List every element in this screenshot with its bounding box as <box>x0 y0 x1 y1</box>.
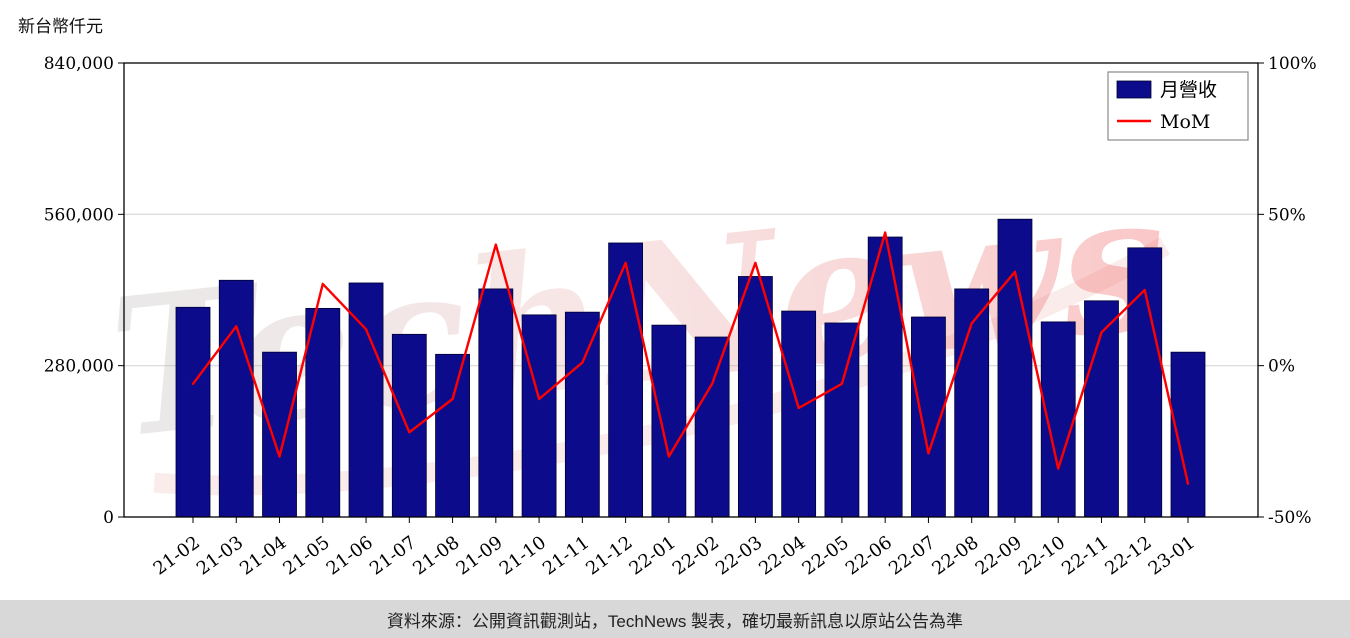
bar-22-09 <box>997 218 1033 518</box>
x-tick-label-21-04: 21-04 <box>236 532 290 579</box>
x-tick-label-22-09: 22-09 <box>972 532 1026 579</box>
left-tick-label: 840,000 <box>44 54 114 74</box>
x-tick-label-22-12: 22-12 <box>1101 532 1155 579</box>
legend-label-revenue: 月營收 <box>1160 79 1217 101</box>
bar-21-08 <box>435 353 470 518</box>
bar-21-02 <box>175 306 211 518</box>
x-tick-label-21-06: 21-06 <box>323 532 377 579</box>
x-tick-label-21-08: 21-08 <box>409 532 463 579</box>
revenue-mom-chart: TechNews0280,000560,000840,000-50%0%50%1… <box>44 54 1317 580</box>
x-tick-label-22-07: 22-07 <box>885 532 939 579</box>
legend: 月營收 MoM <box>1107 71 1249 141</box>
right-tick-label: -50% <box>1268 508 1312 528</box>
bar-21-06 <box>348 282 384 518</box>
left-tick-label: 560,000 <box>44 205 114 225</box>
x-tick-label-22-04: 22-04 <box>755 532 809 579</box>
x-tick-label-21-03: 21-03 <box>193 532 247 579</box>
bar-21-09 <box>478 288 514 518</box>
bar-21-07 <box>391 333 427 518</box>
bar-22-06 <box>867 236 903 518</box>
x-tick-label-21-07: 21-07 <box>366 532 420 579</box>
source-caption: 資料來源：公開資訊觀測站，TechNews 製表，確切最新訊息以原站公告為準 <box>386 611 964 631</box>
left-tick-label: 280,000 <box>44 357 114 377</box>
x-tick-label-23-01: 23-01 <box>1145 532 1199 579</box>
x-tick-label-21-09: 21-09 <box>452 532 506 579</box>
bar-21-11 <box>564 311 600 518</box>
bar-21-05 <box>305 307 341 518</box>
bar-22-03 <box>737 276 773 518</box>
bar-22-04 <box>781 310 817 518</box>
bar-21-12 <box>608 242 644 518</box>
bar-22-12 <box>1127 247 1163 518</box>
x-tick-label-21-05: 21-05 <box>279 532 333 579</box>
x-tick-label-22-02: 22-02 <box>669 532 723 579</box>
bar-21-10 <box>521 314 557 518</box>
x-tick-label-22-11: 22-11 <box>1058 532 1112 579</box>
legend-bar-swatch <box>1116 80 1152 99</box>
mom-line <box>191 231 1190 485</box>
x-tick-label-22-06: 22-06 <box>842 532 896 579</box>
y-axis-title: 新台幣仟元 <box>18 17 103 36</box>
x-tick-label-21-12: 21-12 <box>582 532 636 579</box>
plot-border <box>123 62 1259 518</box>
x-tick-label-22-10: 22-10 <box>1015 532 1069 579</box>
x-tick-label-21-10: 21-10 <box>496 532 550 579</box>
x-tick-label-21-11: 21-11 <box>539 532 593 579</box>
legend-label-mom: MoM <box>1160 111 1210 133</box>
x-tick-label-22-08: 22-08 <box>928 532 982 579</box>
right-tick-label: 50% <box>1268 205 1306 225</box>
bar-21-04 <box>262 351 297 518</box>
x-tick-label-21-02: 21-02 <box>150 532 204 579</box>
chart-container: TechNews0280,000560,000840,000-50%0%50%1… <box>44 54 1317 580</box>
right-tick-label: 100% <box>1268 54 1317 74</box>
bar-22-02 <box>694 336 730 518</box>
bar-22-01 <box>651 324 687 518</box>
x-tick-label-22-05: 22-05 <box>799 532 853 579</box>
x-tick-label-22-01: 22-01 <box>625 532 679 579</box>
bar-21-03 <box>218 279 254 518</box>
bar-22-11 <box>1084 300 1119 518</box>
right-tick-label: 0% <box>1268 357 1295 377</box>
x-tick-label-22-03: 22-03 <box>712 532 766 579</box>
bar-22-05 <box>824 322 860 518</box>
footer-bar: 資料來源：公開資訊觀測站，TechNews 製表，確切最新訊息以原站公告為準 <box>0 600 1350 638</box>
left-tick-label: 0 <box>103 508 114 528</box>
